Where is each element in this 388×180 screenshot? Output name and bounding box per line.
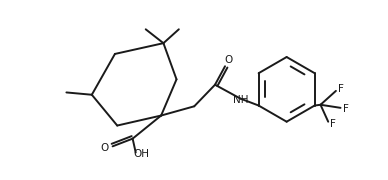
Text: O: O [224,55,232,65]
Text: F: F [338,84,343,94]
Text: OH: OH [134,149,150,159]
Text: F: F [343,104,349,114]
Text: O: O [101,143,109,153]
Text: F: F [330,119,336,129]
Text: NH: NH [233,95,248,105]
